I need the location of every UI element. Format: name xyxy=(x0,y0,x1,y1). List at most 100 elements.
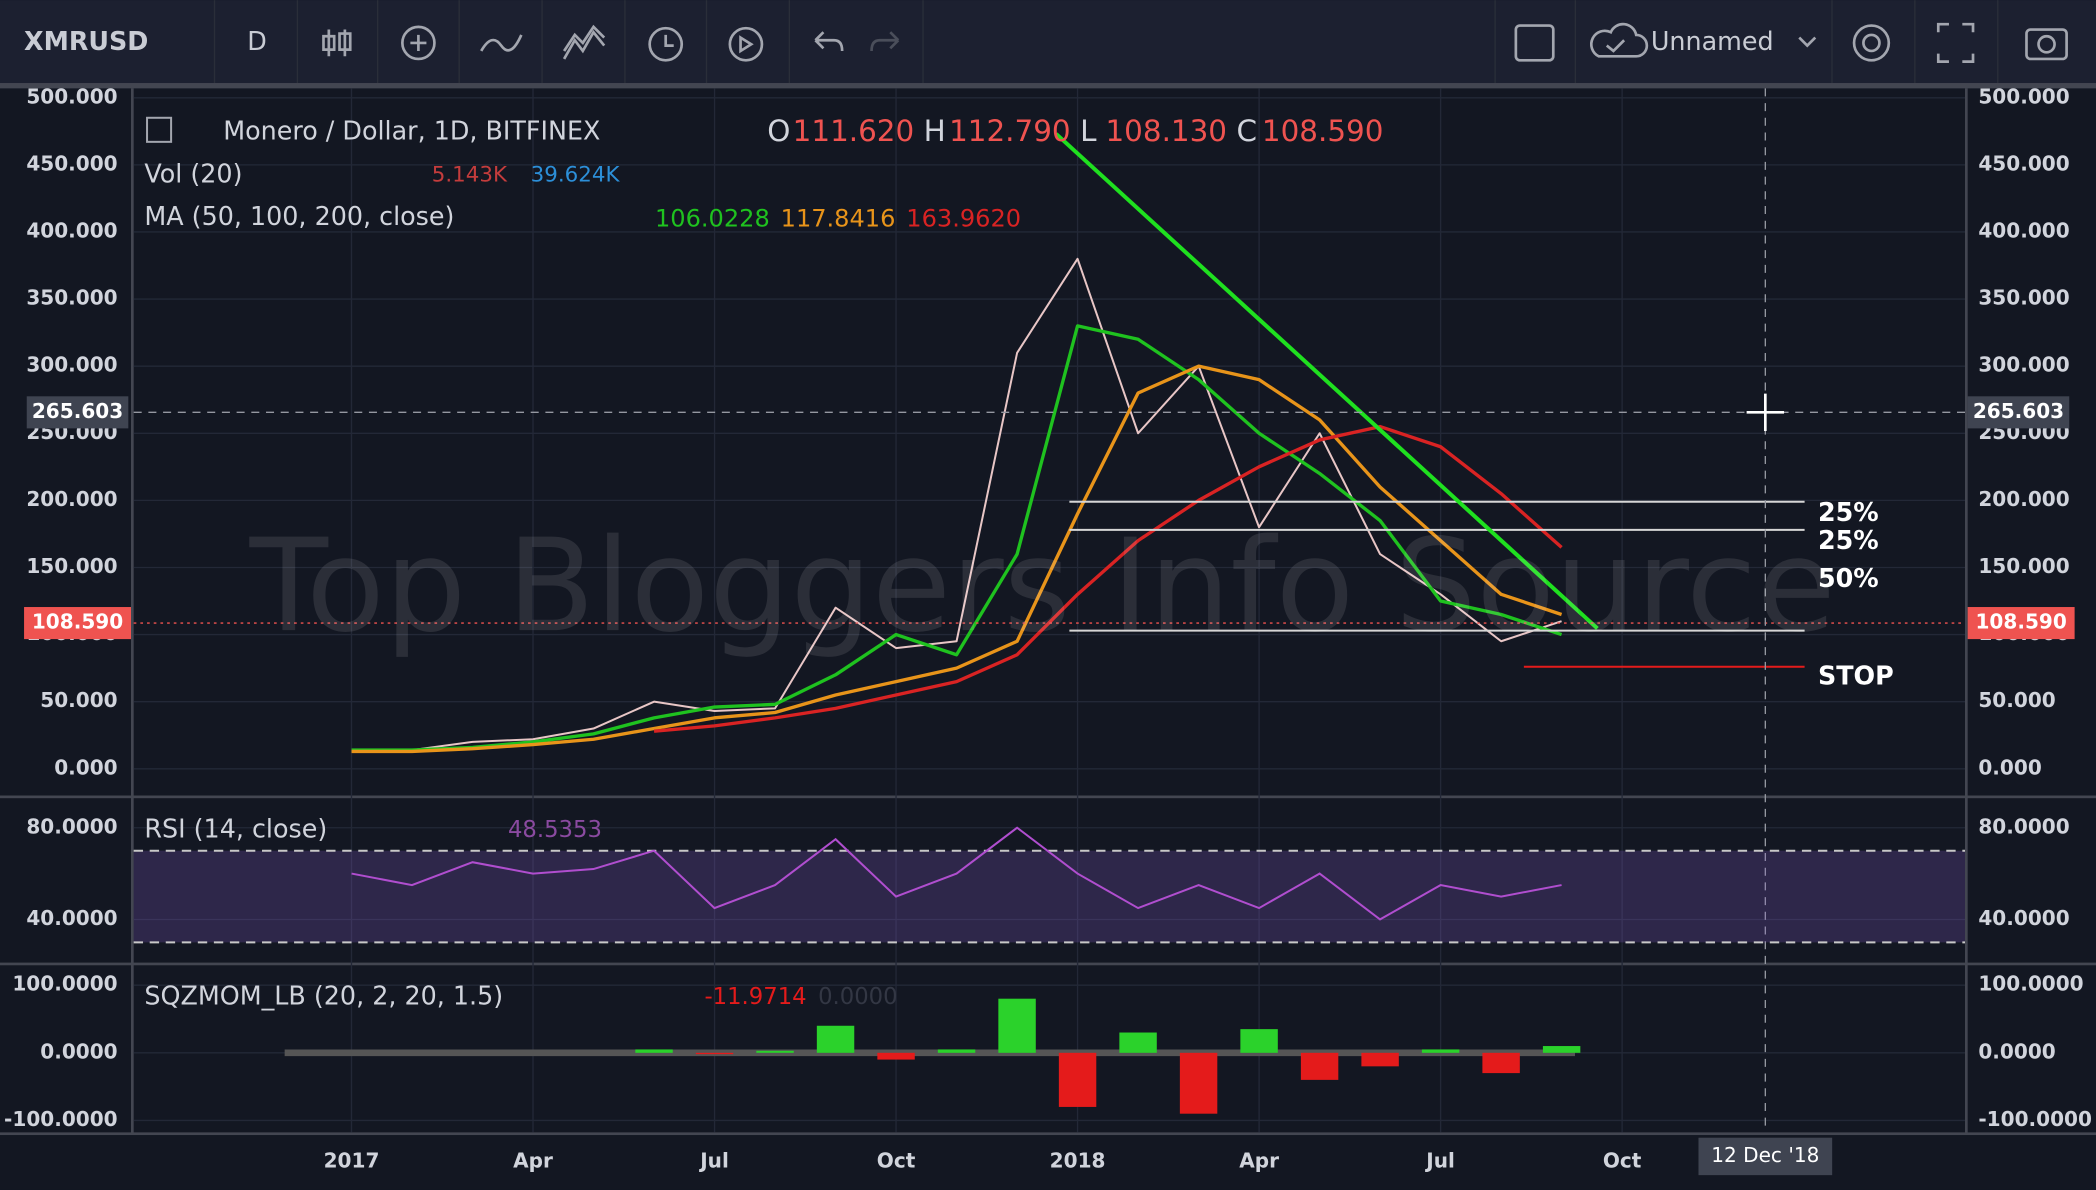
ma200-value: 163.9620 xyxy=(906,204,1021,232)
last-price-tag-left xyxy=(24,607,131,640)
vol-ma-value: 39.624K xyxy=(531,162,621,187)
y-tick-label: -100.0000 xyxy=(4,1107,118,1131)
last-price-label: 108.590 xyxy=(1975,610,2066,634)
level-label: STOP xyxy=(1818,661,1894,691)
y-tick-label-right: 400.000 xyxy=(1978,218,2069,242)
rsi-band xyxy=(133,850,1965,943)
x-tick-label: 2017 xyxy=(324,1148,380,1172)
x-tick-label: Oct xyxy=(1603,1148,1642,1172)
x-tick-label: Apr xyxy=(513,1148,553,1172)
ohlc-value: 111.620 xyxy=(793,114,915,148)
rsi-line xyxy=(351,826,1562,921)
vol-value: 5.143K xyxy=(432,162,508,187)
vol-label: Vol (20) xyxy=(144,158,242,188)
y-tick-label: 300.000 xyxy=(26,353,117,377)
ma-label: MA (50, 100, 200, close) xyxy=(144,201,454,231)
collapse-button[interactable] xyxy=(146,116,173,143)
symbol[interactable]: XMRUSD xyxy=(24,26,148,56)
y-tick-label: 40.0000 xyxy=(26,906,117,930)
rsi-value: 48.5353 xyxy=(508,817,602,843)
sqz-label: SQZMOM_LB (20, 2, 20, 1.5) xyxy=(144,980,503,1010)
sqz-bar xyxy=(877,1052,915,1060)
plot-layer: 2017 Apr Jul Oct 2018 Apr Jul Oct 500.000 500.000… xyxy=(4,84,2092,1176)
sqz-signal: 0.0000 xyxy=(818,984,898,1010)
sqz-bar xyxy=(1361,1052,1399,1067)
sqz-bar xyxy=(816,1025,855,1053)
toolbar-icons[interactable] xyxy=(322,22,2068,63)
ohlc-value: 112.790 xyxy=(949,114,1071,148)
y-tick-label-right: 450.000 xyxy=(1978,151,2069,175)
legend-title: Monero / Dollar, 1D, BITFINEX xyxy=(223,115,600,145)
y-tick-label: 80.0000 xyxy=(26,814,117,838)
y-tick-label-right: -100.0000 xyxy=(1978,1107,2092,1131)
pane-borders xyxy=(0,83,2096,1136)
interval[interactable]: D xyxy=(247,26,267,56)
watermark: Top Bloggers Info Source xyxy=(249,512,1836,661)
level-label: 25% xyxy=(1818,525,1879,555)
y-tick-label-right: 0.0000 xyxy=(1978,1039,2055,1063)
y-tick-label: 0.000 xyxy=(54,755,117,779)
ma-line xyxy=(351,364,1563,754)
y-tick-label-right: 150.000 xyxy=(1978,554,2069,578)
sqz-bar xyxy=(937,1049,976,1053)
sqz-bar xyxy=(1179,1052,1218,1114)
layout-name[interactable]: Unnamed xyxy=(1651,26,1774,56)
toolbar xyxy=(0,0,2096,84)
sqz-bar xyxy=(1542,1046,1581,1053)
x-tick-label: 2018 xyxy=(1050,1148,1106,1172)
x-tick-label: Jul xyxy=(698,1148,729,1172)
y-tick-label: 50.000 xyxy=(40,688,117,712)
ohlc-key: O xyxy=(767,114,790,148)
sqz-bar xyxy=(756,1050,794,1053)
y-tick-label: 400.000 xyxy=(26,218,117,242)
x-tick-label: Jul xyxy=(1424,1148,1455,1172)
crosshair-price-left xyxy=(26,396,129,429)
crosshair-cursor xyxy=(1746,393,1785,432)
y-tick-label: 0.0000 xyxy=(40,1039,117,1063)
y-tick-label: 500.000 xyxy=(26,84,117,108)
sqz-bar xyxy=(695,1052,734,1055)
crosshair-price-right xyxy=(1967,396,2070,429)
y-tick-label-right: 200.000 xyxy=(1978,487,2069,511)
y-tick-label-right: 50.000 xyxy=(1978,688,2055,712)
y-tick-label: 100.0000 xyxy=(12,972,117,996)
ohlc-key: L xyxy=(1080,114,1097,148)
y-tick-label-right: 100.0000 xyxy=(1978,972,2083,996)
y-tick-label-right: 350.000 xyxy=(1978,286,2069,310)
crosshair-date-label: 12 Dec '18 xyxy=(1711,1143,1819,1167)
sqz-bar xyxy=(1482,1052,1520,1074)
y-tick-label-right: 80.0000 xyxy=(1978,814,2069,838)
y-tick-label: 350.000 xyxy=(26,286,117,310)
ma-line xyxy=(653,424,1563,733)
price-line xyxy=(351,257,1562,753)
crosshair-price-label: 265.603 xyxy=(32,399,123,423)
ohlc-value: 108.590 xyxy=(1262,114,1384,148)
y-tick-label: 450.000 xyxy=(26,151,117,175)
y-tick-label-right: 300.000 xyxy=(1978,353,2069,377)
y-tick-label-right: 500.000 xyxy=(1978,84,2069,108)
ohlc-key: H xyxy=(924,114,946,148)
y-tick-label-right: 40.0000 xyxy=(1978,906,2069,930)
sqz-bar xyxy=(998,998,1036,1053)
x-tick-label: Apr xyxy=(1239,1148,1279,1172)
sqz-bar xyxy=(1240,1029,1278,1053)
crosshair-date-tag xyxy=(1698,1137,1833,1176)
sqz-bar xyxy=(1058,1052,1097,1107)
toolbar-separators xyxy=(213,0,1999,84)
ma50-value: 106.0228 xyxy=(655,204,770,232)
last-price-label: 108.590 xyxy=(32,610,123,634)
ma100-value: 117.8416 xyxy=(781,204,896,232)
x-tick-label: Oct xyxy=(877,1148,916,1172)
level-label: 50% xyxy=(1818,563,1879,593)
sqz-value: -11.9714 xyxy=(704,984,806,1010)
y-tick-label: 200.000 xyxy=(26,487,117,511)
y-tick-label-right: 0.000 xyxy=(1978,755,2041,779)
ohlc-key: C xyxy=(1236,114,1257,148)
level-label: 25% xyxy=(1818,497,1879,527)
sqz-bar xyxy=(1119,1032,1157,1053)
ohlc-value: 108.130 xyxy=(1105,114,1227,148)
crosshair-price-label: 265.603 xyxy=(1973,399,2064,423)
last-price-tag-right xyxy=(1967,607,2075,640)
